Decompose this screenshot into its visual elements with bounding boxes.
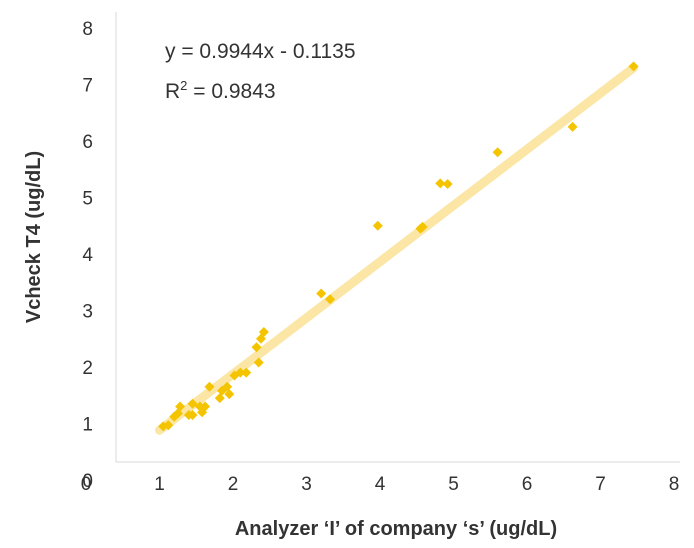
x-tick-label: 3 xyxy=(301,474,312,495)
data-point xyxy=(163,420,174,431)
y-tick-label: 5 xyxy=(82,189,93,210)
data-point xyxy=(435,178,446,189)
data-point xyxy=(316,288,327,299)
r-squared-label: R2 = 0.9843 xyxy=(165,78,276,103)
data-point xyxy=(417,221,428,232)
data-point xyxy=(187,398,198,409)
y-tick-label: 1 xyxy=(82,415,93,436)
y-tick-label: 3 xyxy=(82,302,93,323)
y-tick-label: 8 xyxy=(82,19,93,40)
x-tick-label: 0 xyxy=(81,474,92,495)
x-tick-label: 8 xyxy=(669,474,680,495)
data-point xyxy=(253,357,264,368)
data-point xyxy=(325,294,336,305)
data-point xyxy=(222,381,233,392)
data-point xyxy=(492,147,503,158)
data-point xyxy=(251,342,262,353)
data-point xyxy=(628,61,639,72)
data-point xyxy=(200,401,211,412)
y-tick-label: 4 xyxy=(82,245,93,266)
data-point xyxy=(187,410,198,421)
x-axis-title: Analyzer ‘I’ of company ‘s’ (ug/dL) xyxy=(235,518,557,540)
data-point xyxy=(175,401,186,412)
equation-label: y = 0.9944x - 0.1135 xyxy=(165,40,356,63)
x-tick-label: 7 xyxy=(595,474,606,495)
data-point xyxy=(204,381,215,392)
data-point xyxy=(241,367,252,378)
y-tick-label: 6 xyxy=(82,132,93,153)
y-tick-label: 0 xyxy=(82,471,93,492)
data-point xyxy=(258,326,269,337)
data-point xyxy=(567,121,578,132)
x-tick-label: 6 xyxy=(522,474,533,495)
y-axis-title: Vcheck T4 (ug/dL) xyxy=(23,151,45,323)
x-tick-label: 5 xyxy=(448,474,459,495)
x-tick-label: 4 xyxy=(375,474,386,495)
data-point xyxy=(224,389,235,400)
y-tick-label: 7 xyxy=(82,76,93,97)
y-tick-label: 2 xyxy=(82,358,93,379)
x-tick-label: 1 xyxy=(154,474,165,495)
data-point xyxy=(214,393,225,404)
data-point xyxy=(235,367,246,378)
x-tick-label: 2 xyxy=(228,474,239,495)
data-point xyxy=(442,178,453,189)
data-point xyxy=(372,220,383,231)
